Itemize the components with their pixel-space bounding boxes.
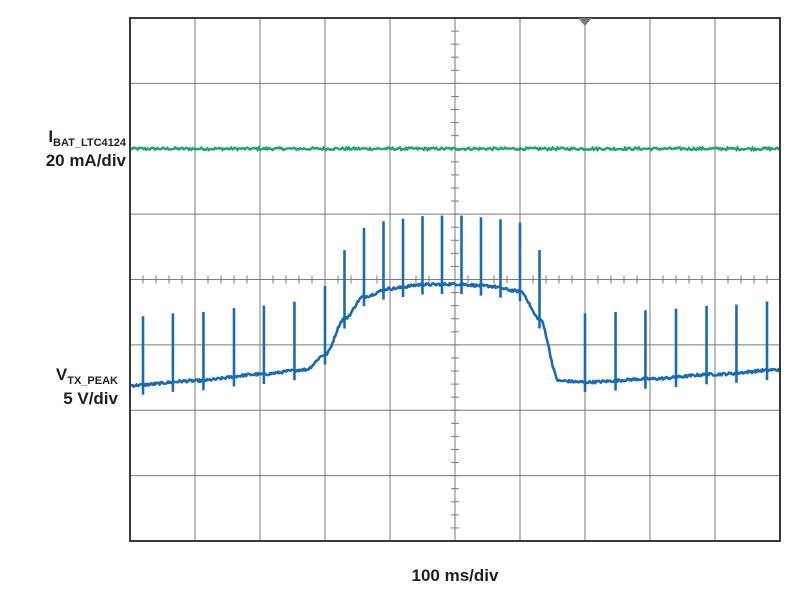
ibat-scale: 20 mA/div [45,151,126,170]
vtx-name-main: V [55,365,68,384]
vtx-baseline-trace [128,281,781,388]
vtx-scale: 5 V/div [63,389,118,408]
ibat-name-main: I [48,127,54,146]
time-scale-label: 100 ms/div [411,566,499,585]
plot-frame [129,17,781,542]
ibat-trace [129,145,781,153]
traces [128,145,781,395]
vtx-name-sub: TX_PEAK [67,375,118,387]
grid [129,17,781,542]
ibat-channel-label: IBAT_LTC4124 20 mA/div [46,126,126,172]
vtx-channel-label: VTX_PEAK 5 V/div [56,364,118,410]
ibat-name-sub: BAT_LTC4124 [53,137,126,149]
plot-border [129,17,781,542]
trigger-marker-icon [578,18,592,26]
